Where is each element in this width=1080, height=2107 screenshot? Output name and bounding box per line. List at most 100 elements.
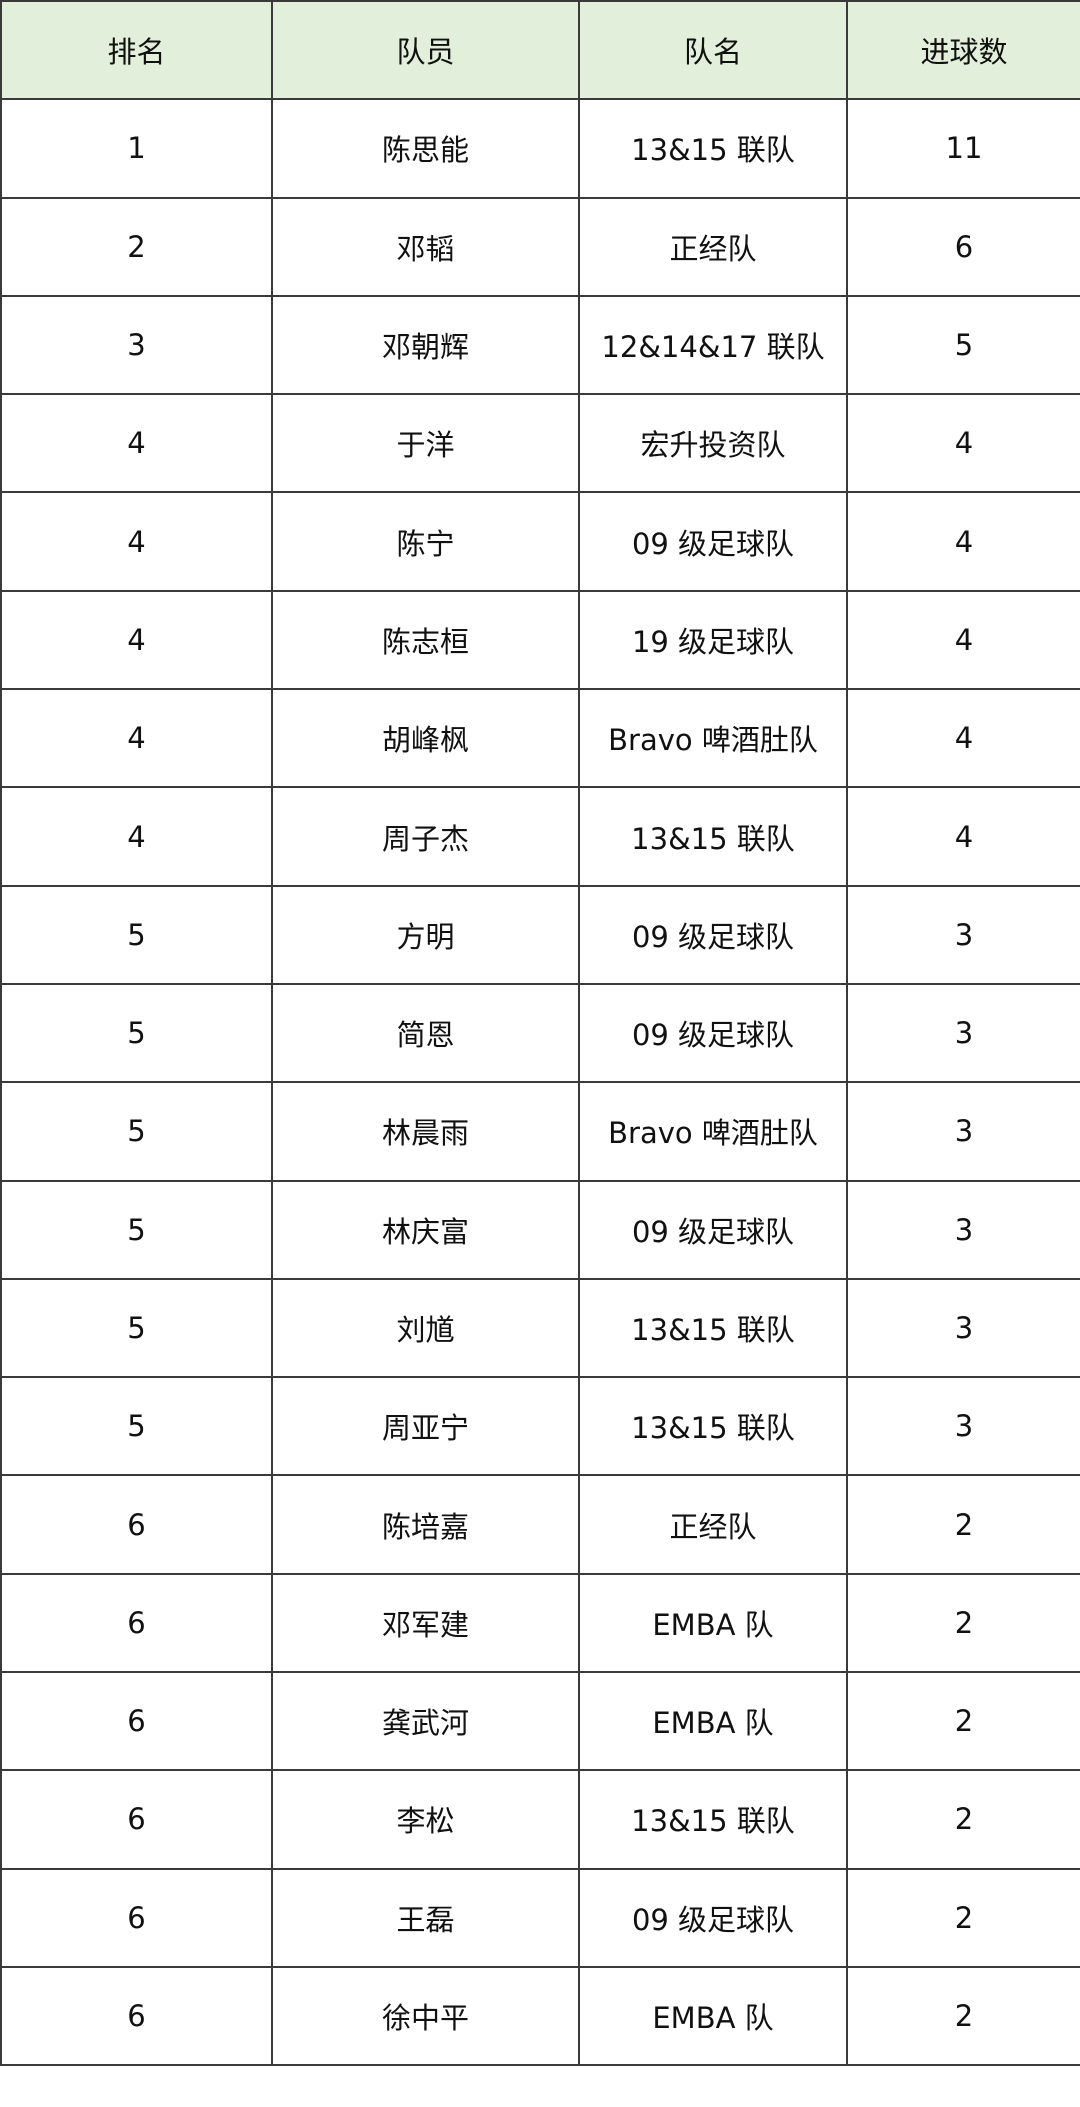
player-cell: 王磊 <box>271 1867 580 1968</box>
team-cell: 13&15 联队 <box>578 1769 848 1870</box>
team-cell: Bravo 啤酒肚队 <box>578 1081 848 1182</box>
player-cell: 陈志桓 <box>271 589 580 691</box>
rank-cell: 4 <box>0 589 273 691</box>
goals-cell: 2 <box>846 1671 1080 1772</box>
table-row: 5 简恩 09 级足球队 3 <box>0 982 1080 1084</box>
table-row: 4 于洋 宏升投资队 4 <box>0 393 1080 494</box>
player-cell: 简恩 <box>271 982 580 1084</box>
player-cell: 周子杰 <box>271 786 580 887</box>
table-row: 3 邓朝辉 12&14&17 联队 5 <box>0 294 1080 396</box>
player-cell: 周亚宁 <box>271 1376 580 1477</box>
team-cell: Bravo 啤酒肚队 <box>578 688 848 789</box>
player-cell: 方明 <box>271 884 580 985</box>
goals-cell: 2 <box>846 1572 1080 1674</box>
player-cell: 刘馗 <box>271 1277 580 1379</box>
table-row: 6 王磊 09 级足球队 2 <box>0 1867 1080 1968</box>
rank-cell: 1 <box>0 98 273 199</box>
team-cell: 09 级足球队 <box>578 884 848 985</box>
rank-cell: 6 <box>0 1572 273 1674</box>
team-cell: 09 级足球队 <box>578 982 848 1084</box>
rank-cell: 2 <box>0 196 273 297</box>
goals-cell: 4 <box>846 589 1080 691</box>
table-row: 6 李松 13&15 联队 2 <box>0 1769 1080 1870</box>
table-row: 4 周子杰 13&15 联队 4 <box>0 786 1080 887</box>
table-row: 5 林庆富 09 级足球队 3 <box>0 1179 1080 1280</box>
goals-cell: 6 <box>846 196 1080 297</box>
goals-cell: 4 <box>846 491 1080 592</box>
rank-cell: 4 <box>0 688 273 789</box>
goals-cell: 2 <box>846 1867 1080 1968</box>
rank-cell: 6 <box>0 1671 273 1772</box>
goals-cell: 4 <box>846 393 1080 494</box>
goals-cell: 11 <box>846 98 1080 199</box>
player-cell: 李松 <box>271 1769 580 1870</box>
player-cell: 陈思能 <box>271 98 580 199</box>
rank-cell: 5 <box>0 1376 273 1477</box>
rank-cell: 3 <box>0 294 273 396</box>
header-row: 排名 队员 队名 进球数 <box>0 0 1080 101</box>
goals-cell: 3 <box>846 1376 1080 1477</box>
rank-cell: 5 <box>0 982 273 1084</box>
header-player: 队员 <box>271 0 580 101</box>
rank-cell: 4 <box>0 393 273 494</box>
team-cell: 13&15 联队 <box>578 98 848 199</box>
header-rank: 排名 <box>0 0 273 101</box>
table-row: 5 刘馗 13&15 联队 3 <box>0 1277 1080 1379</box>
rank-cell: 4 <box>0 786 273 887</box>
player-cell: 于洋 <box>271 393 580 494</box>
goals-cell: 3 <box>846 1277 1080 1379</box>
goals-cell: 3 <box>846 1081 1080 1182</box>
rank-cell: 5 <box>0 1081 273 1182</box>
goals-cell: 3 <box>846 982 1080 1084</box>
team-cell: EMBA 队 <box>578 1965 848 2067</box>
team-cell: 13&15 联队 <box>578 1277 848 1379</box>
table-row: 5 方明 09 级足球队 3 <box>0 884 1080 985</box>
header-goals: 进球数 <box>846 0 1080 101</box>
team-cell: 正经队 <box>578 196 848 297</box>
goals-cell: 3 <box>846 884 1080 985</box>
rank-cell: 6 <box>0 1965 273 2067</box>
table-row: 5 周亚宁 13&15 联队 3 <box>0 1376 1080 1477</box>
rank-cell: 5 <box>0 884 273 985</box>
table-row: 2 邓韬 正经队 6 <box>0 196 1080 297</box>
team-cell: EMBA 队 <box>578 1572 848 1674</box>
team-cell: 09 级足球队 <box>578 1867 848 1968</box>
goals-cell: 5 <box>846 294 1080 396</box>
rank-cell: 5 <box>0 1277 273 1379</box>
table-row: 4 陈志桓 19 级足球队 4 <box>0 589 1080 691</box>
table-row: 1 陈思能 13&15 联队 11 <box>0 98 1080 199</box>
team-cell: 正经队 <box>578 1474 848 1575</box>
player-cell: 徐中平 <box>271 1965 580 2067</box>
team-cell: 09 级足球队 <box>578 491 848 592</box>
goals-cell: 4 <box>846 688 1080 789</box>
team-cell: 宏升投资队 <box>578 393 848 494</box>
rank-cell: 4 <box>0 491 273 592</box>
rank-cell: 6 <box>0 1474 273 1575</box>
goals-cell: 2 <box>846 1965 1080 2067</box>
header-team: 队名 <box>578 0 848 101</box>
team-cell: 13&15 联队 <box>578 1376 848 1477</box>
team-cell: 12&14&17 联队 <box>578 294 848 396</box>
player-cell: 陈培嘉 <box>271 1474 580 1575</box>
team-cell: 13&15 联队 <box>578 786 848 887</box>
table-row: 4 陈宁 09 级足球队 4 <box>0 491 1080 592</box>
player-cell: 胡峰枫 <box>271 688 580 789</box>
goals-cell: 2 <box>846 1769 1080 1870</box>
player-cell: 邓韬 <box>271 196 580 297</box>
table-row: 6 陈培嘉 正经队 2 <box>0 1474 1080 1575</box>
team-cell: 19 级足球队 <box>578 589 848 691</box>
player-cell: 陈宁 <box>271 491 580 592</box>
goals-cell: 2 <box>846 1474 1080 1575</box>
player-cell: 林庆富 <box>271 1179 580 1280</box>
goals-cell: 3 <box>846 1179 1080 1280</box>
rank-cell: 6 <box>0 1769 273 1870</box>
player-cell: 邓军建 <box>271 1572 580 1674</box>
goals-cell: 4 <box>846 786 1080 887</box>
team-cell: 09 级足球队 <box>578 1179 848 1280</box>
player-cell: 龚武河 <box>271 1671 580 1772</box>
rank-cell: 5 <box>0 1179 273 1280</box>
